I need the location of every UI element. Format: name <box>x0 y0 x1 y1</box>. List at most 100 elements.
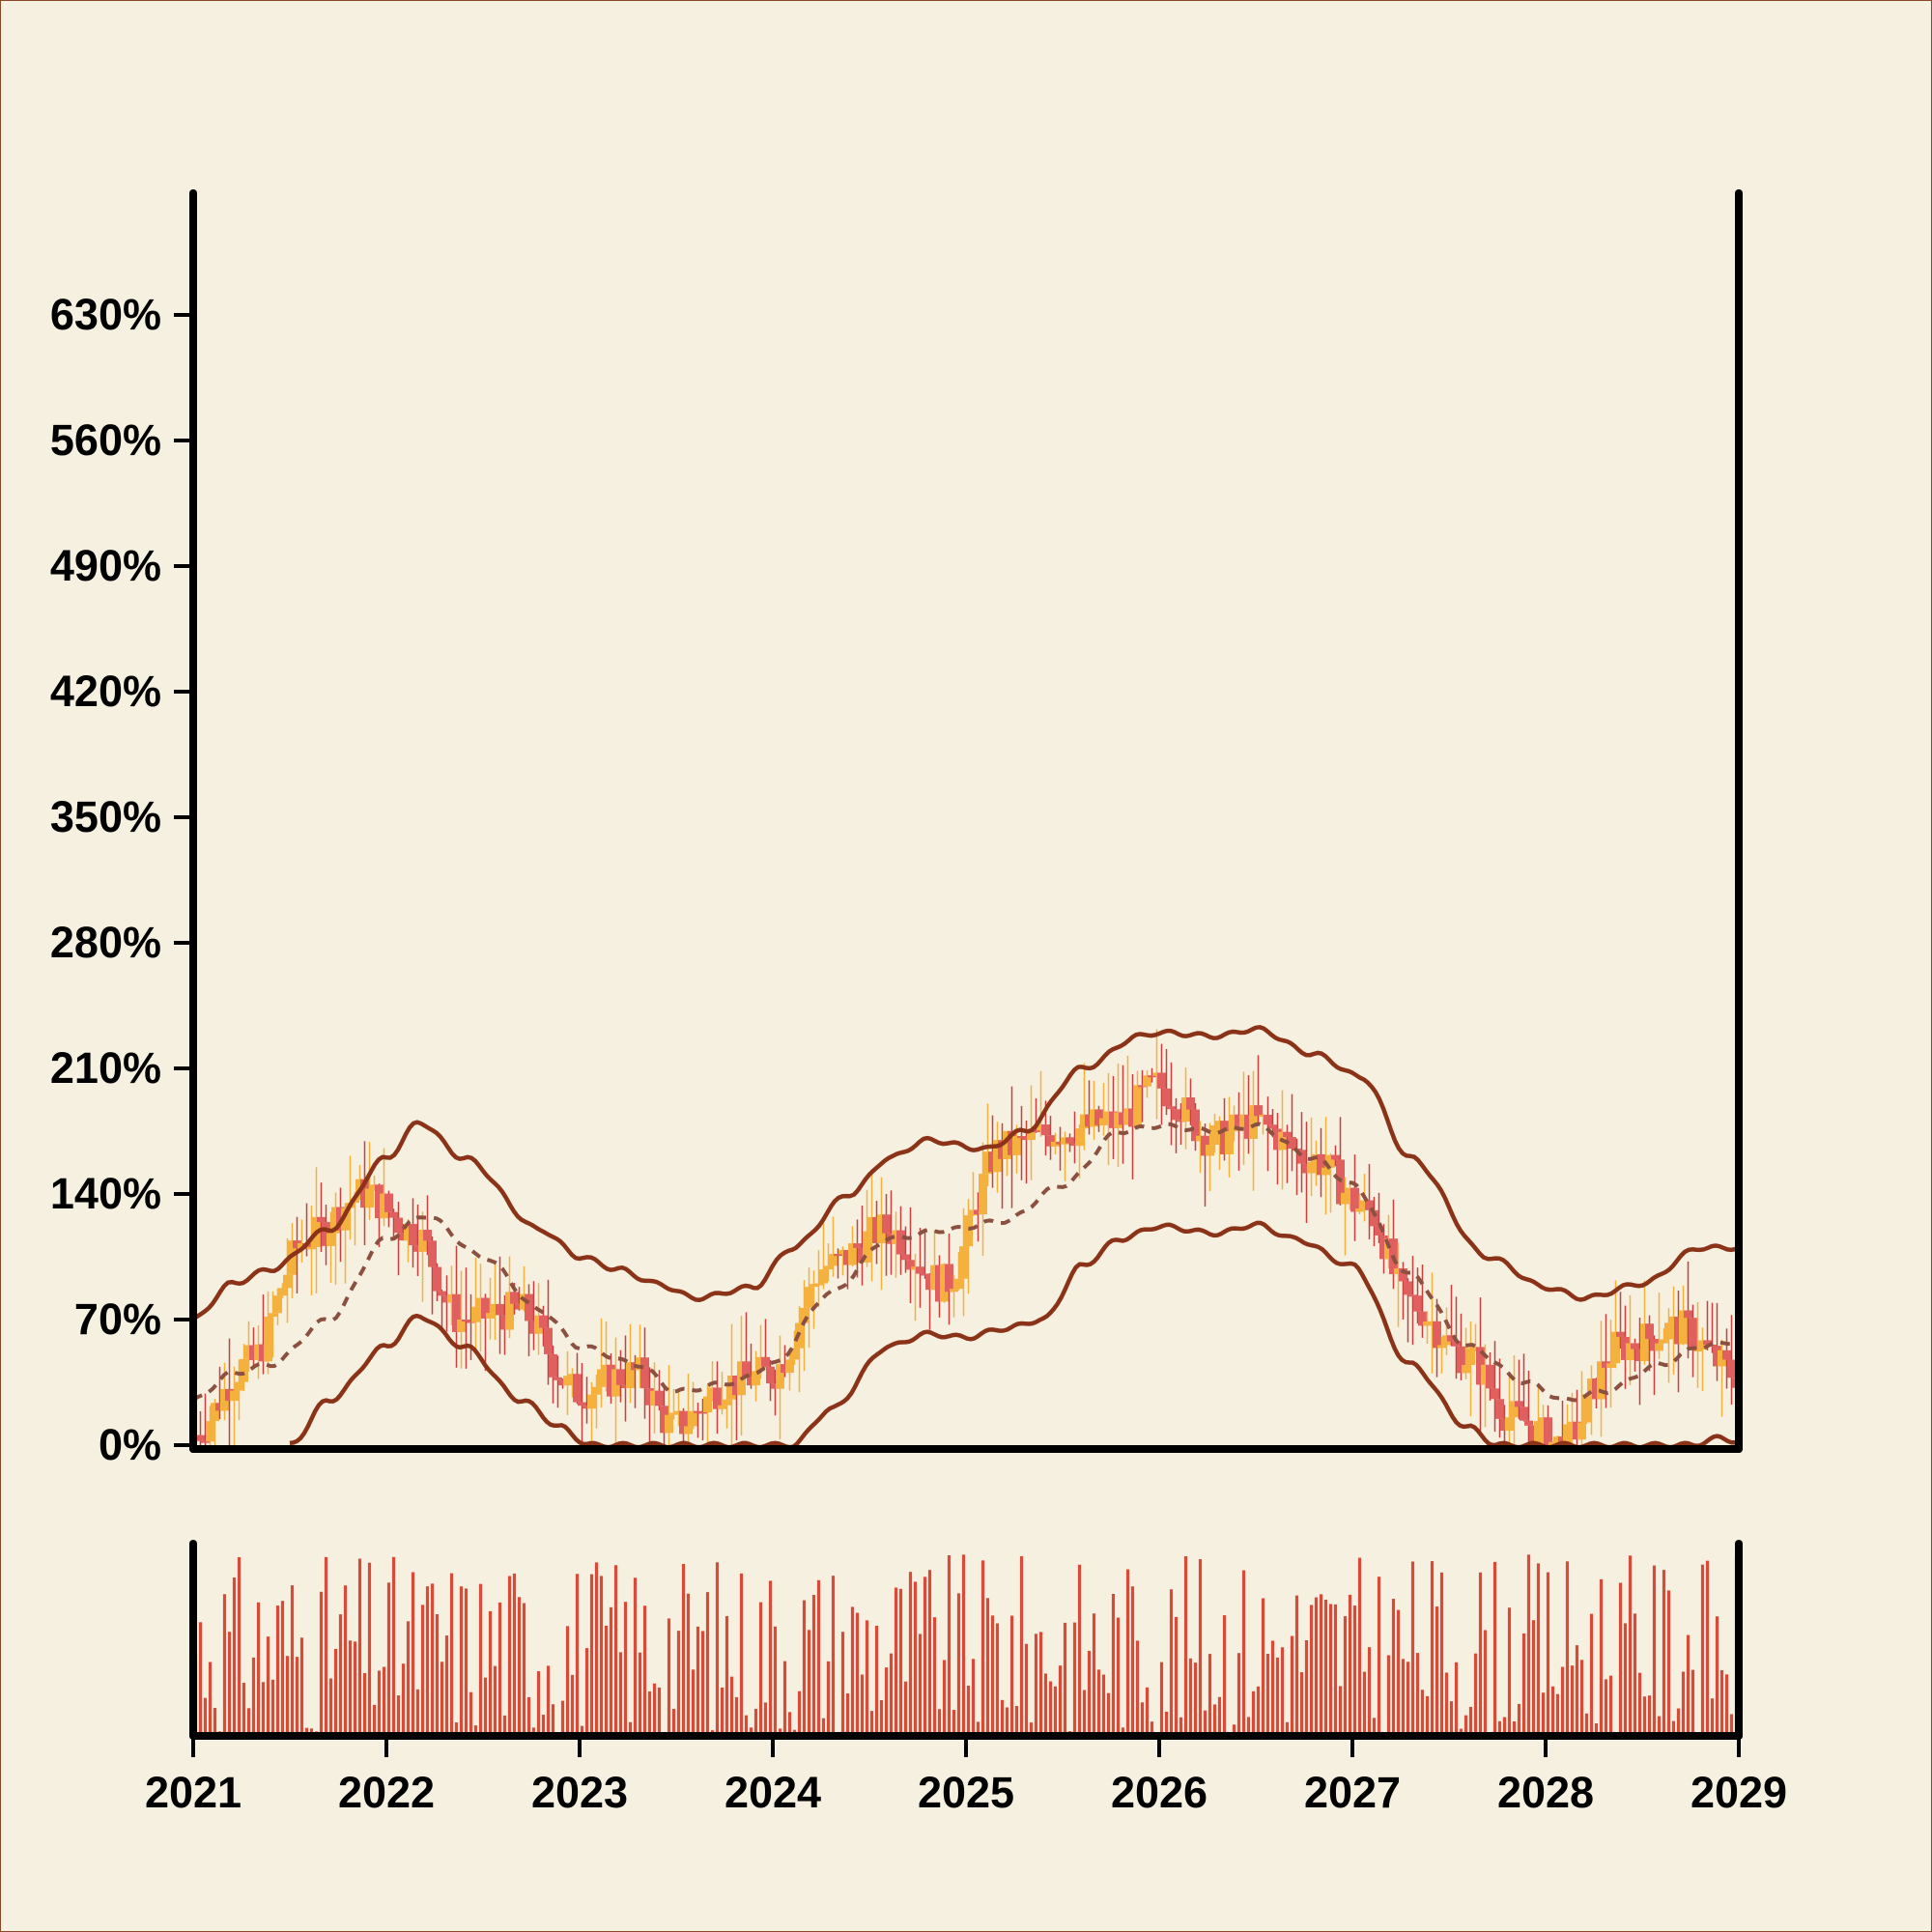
candle-body <box>438 1291 446 1296</box>
volume-bar <box>425 1586 430 1736</box>
volume-bar <box>1082 1690 1087 1736</box>
candle-body <box>805 1287 813 1308</box>
candle-body <box>1264 1115 1272 1125</box>
candle-body <box>983 1151 992 1175</box>
candle-body <box>1283 1131 1292 1138</box>
candle-body <box>206 1421 214 1442</box>
volume-bar <box>628 1721 633 1736</box>
y-tick-label: 280% <box>50 918 161 967</box>
candle-body <box>689 1410 697 1427</box>
candle-body <box>877 1214 886 1243</box>
candle-body <box>843 1249 852 1265</box>
candle-body <box>1249 1105 1258 1139</box>
candle-body <box>1143 1075 1151 1087</box>
volume-bar <box>1690 1669 1695 1736</box>
volume-bar <box>430 1583 435 1736</box>
volume-bar <box>1719 1669 1724 1736</box>
candle-body <box>505 1292 514 1330</box>
volume-bar <box>536 1671 541 1736</box>
volume-bar <box>908 1572 913 1736</box>
volume-bar <box>609 1606 613 1736</box>
candle-body <box>698 1411 707 1414</box>
volume-bar <box>1328 1604 1333 1736</box>
candle-body <box>640 1357 649 1389</box>
candle-body <box>684 1426 693 1435</box>
candle-body <box>1123 1108 1132 1125</box>
volume-bar <box>1594 1723 1599 1736</box>
candle-body <box>1674 1317 1683 1345</box>
volume-bar <box>1483 1630 1488 1736</box>
candle-body <box>858 1247 867 1263</box>
volume-bar <box>411 1572 415 1736</box>
candle-body <box>882 1214 891 1234</box>
volume-bar <box>464 1588 469 1736</box>
volume-bar <box>874 1625 879 1736</box>
volume-bar <box>1657 1716 1662 1736</box>
volume-bar <box>865 1620 869 1736</box>
candle-body <box>1698 1340 1707 1350</box>
candle-body <box>1041 1124 1050 1136</box>
candle-body <box>496 1303 504 1316</box>
candle-body <box>621 1384 630 1389</box>
y-tick-label: 210% <box>50 1043 161 1093</box>
candle-body <box>1640 1323 1649 1361</box>
candle-body <box>1577 1422 1586 1440</box>
volume-bar <box>522 1603 526 1736</box>
candle-body <box>1466 1348 1475 1366</box>
volume-bar <box>382 1666 386 1736</box>
volume-bar <box>860 1674 865 1736</box>
volume-bar <box>758 1602 763 1736</box>
volume-bar <box>1048 1681 1053 1736</box>
candle-body <box>1703 1340 1712 1345</box>
x-tick-label: 2028 <box>1497 1768 1594 1817</box>
volume-bar <box>1637 1672 1642 1736</box>
volume-bar <box>604 1625 609 1736</box>
volume-bar <box>280 1601 285 1736</box>
volume-bar <box>1536 1563 1541 1736</box>
candle-body <box>1148 1075 1156 1078</box>
candle-body <box>452 1293 461 1332</box>
candle-body <box>1582 1394 1591 1423</box>
volume-bar <box>1352 1605 1357 1736</box>
volume-bar <box>995 1623 1000 1736</box>
candle-body <box>925 1273 934 1291</box>
candle-body <box>1520 1406 1528 1421</box>
volume-bar <box>483 1677 488 1736</box>
volume-bar <box>328 1678 333 1736</box>
volume-bar <box>724 1616 729 1736</box>
candle-body <box>1032 1130 1040 1133</box>
volume-bar <box>1212 1704 1217 1736</box>
volume-bar <box>599 1576 604 1736</box>
candle-body <box>1104 1111 1113 1119</box>
candle-body <box>341 1208 350 1231</box>
candle-body <box>1056 1141 1065 1145</box>
volume-bar <box>1323 1599 1328 1736</box>
volume-bar <box>1555 1693 1560 1736</box>
volume-bar <box>932 1617 937 1736</box>
volume-bar <box>367 1562 372 1736</box>
candle-body <box>389 1211 398 1218</box>
candle-body <box>723 1399 731 1406</box>
candle-body <box>1505 1417 1514 1432</box>
candle-body <box>718 1405 726 1409</box>
volume-bar <box>1362 1671 1367 1736</box>
volume-bar <box>1589 1613 1594 1736</box>
candles-group <box>193 1029 1739 1445</box>
volume-bar <box>918 1634 923 1736</box>
candle-body <box>409 1224 417 1246</box>
y-tick-label: 630% <box>50 290 161 339</box>
volume-bar <box>1623 1623 1628 1736</box>
volume-bar <box>435 1614 440 1736</box>
volume-bar <box>642 1605 647 1736</box>
candle-body <box>655 1390 664 1406</box>
volume-bar <box>1386 1655 1391 1736</box>
candle-body <box>708 1387 717 1397</box>
candle-body <box>814 1283 823 1286</box>
volume-bar <box>1507 1607 1512 1736</box>
volume-bar <box>1024 1643 1029 1736</box>
axes <box>174 189 1743 1757</box>
candle-body <box>636 1357 644 1371</box>
candle-body <box>534 1315 543 1334</box>
volume-bar <box>1449 1701 1454 1736</box>
candle-body <box>969 1209 978 1216</box>
